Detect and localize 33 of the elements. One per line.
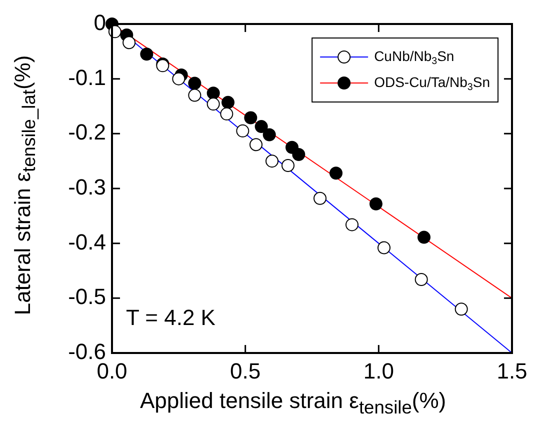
point	[282, 158, 294, 172]
point	[370, 197, 382, 210]
point	[222, 96, 234, 109]
point	[330, 166, 342, 180]
y-tick-label: 0	[94, 10, 106, 36]
x-tick-label: 1.5	[496, 358, 528, 384]
x-axis-title: Applied tensile strain ε$_{tensile}$(%)	[140, 388, 446, 418]
point	[292, 148, 306, 162]
annotation: T = 4.2 K	[126, 305, 216, 331]
point	[414, 273, 428, 286]
point	[172, 72, 186, 86]
point	[206, 86, 220, 100]
point	[140, 48, 154, 61]
point	[378, 241, 390, 254]
y-tick-label: -0.1	[68, 64, 106, 90]
y-tick-label: -0.4	[68, 229, 106, 254]
y-tick-label: -0.5	[68, 284, 106, 310]
x-tick-label: 0.5	[230, 358, 261, 384]
y-tick-label: -0.3	[68, 174, 106, 200]
point	[314, 192, 326, 205]
x-tick-label: 1.0	[363, 358, 394, 384]
point	[188, 76, 202, 90]
point	[254, 120, 268, 134]
point	[454, 302, 468, 316]
point	[236, 124, 250, 138]
point	[244, 111, 258, 124]
point	[250, 138, 262, 152]
point	[262, 128, 276, 142]
point	[188, 88, 202, 102]
point	[122, 36, 136, 50]
y-tick-label: -0.2	[68, 120, 106, 145]
point	[346, 218, 358, 232]
point	[418, 230, 430, 244]
